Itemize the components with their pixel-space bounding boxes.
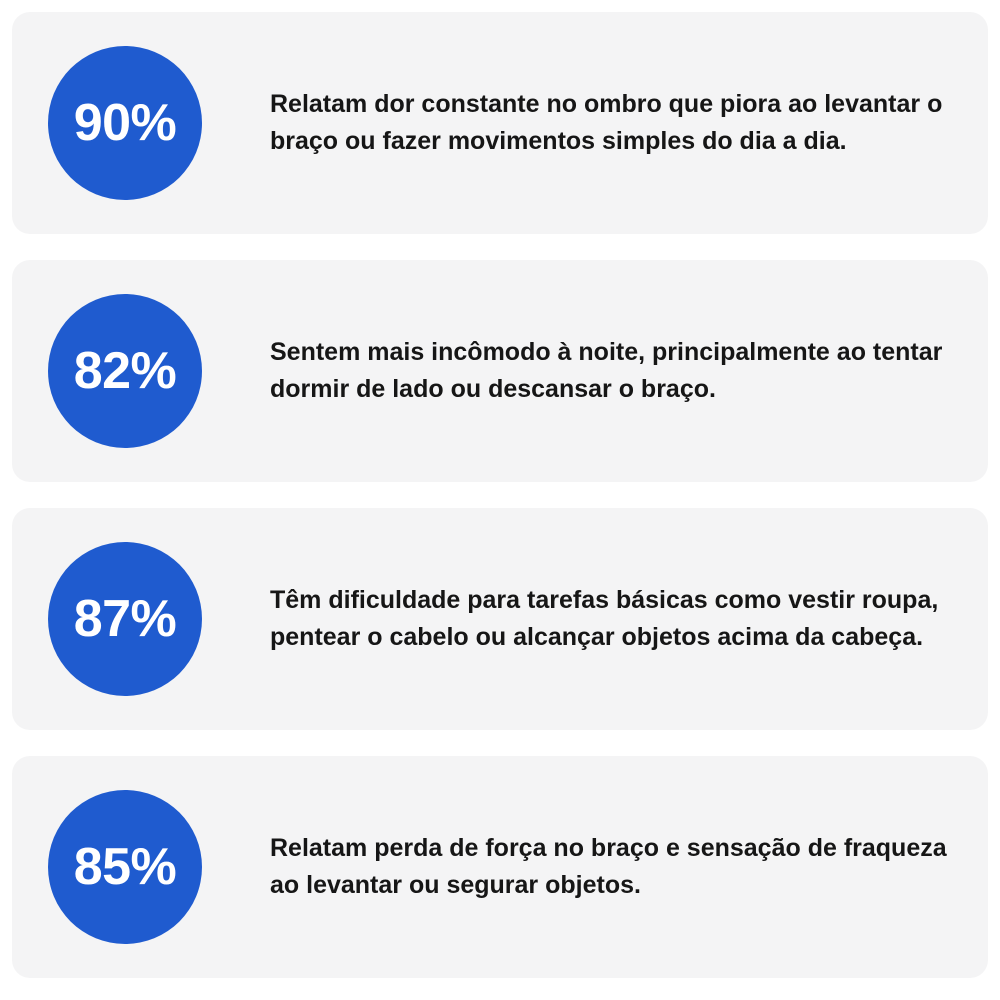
percent-badge: 90%	[48, 46, 202, 200]
percent-badge: 82%	[48, 294, 202, 448]
stat-description: Relatam dor constante no ombro que piora…	[270, 12, 970, 234]
percent-value: 85%	[73, 838, 177, 896]
stat-description-text: Sentem mais incômodo à noite, principalm…	[270, 338, 943, 403]
stat-card: 85% Relatam perda de força no braço e se…	[12, 756, 988, 978]
stat-description: Têm dificuldade para tarefas básicas com…	[270, 508, 970, 730]
percent-badge: 85%	[48, 790, 202, 944]
percent-value: 82%	[73, 342, 177, 400]
stat-card: 90% Relatam dor constante no ombro que p…	[12, 12, 988, 234]
stat-description-text: Relatam dor constante no ombro que piora…	[270, 90, 943, 155]
stat-description-text: Têm dificuldade para tarefas básicas com…	[270, 586, 939, 651]
stat-description: Relatam perda de força no braço e sensaç…	[270, 756, 970, 978]
percent-badge: 87%	[48, 542, 202, 696]
stat-description: Sentem mais incômodo à noite, principalm…	[270, 260, 970, 482]
stat-card: 82% Sentem mais incômodo à noite, princi…	[12, 260, 988, 482]
percent-value: 90%	[73, 94, 177, 152]
stat-description-text: Relatam perda de força no braço e sensaç…	[270, 834, 947, 899]
stat-card: 87% Têm dificuldade para tarefas básicas…	[12, 508, 988, 730]
percent-value: 87%	[73, 590, 177, 648]
